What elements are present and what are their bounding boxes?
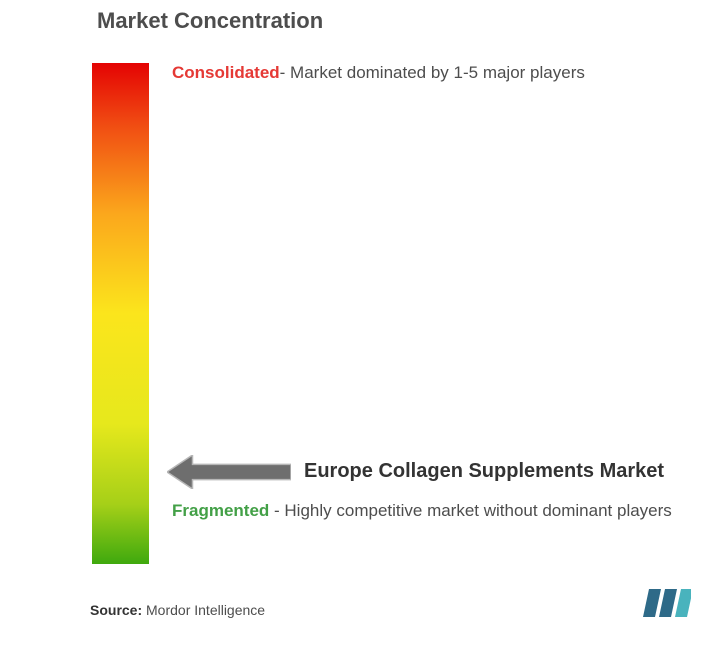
mordor-logo	[643, 589, 691, 622]
fragmented-desc: - Highly competitive market without domi…	[269, 501, 672, 520]
consolidated-label: Consolidated- Market dominated by 1-5 ma…	[172, 60, 672, 86]
concentration-bar	[92, 63, 149, 564]
source-value: Mordor Intelligence	[146, 602, 265, 618]
consolidated-desc: - Market dominated by 1-5 major players	[280, 63, 585, 82]
arrow-left-icon	[167, 455, 291, 489]
market-pointer-arrow	[167, 455, 291, 494]
fragmented-strong: Fragmented	[172, 501, 269, 520]
chart-title: Market Concentration	[97, 8, 323, 34]
consolidated-strong: Consolidated	[172, 63, 280, 82]
market-name-label: Europe Collagen Supplements Market	[304, 460, 664, 483]
source-row: Source: Mordor Intelligence	[90, 602, 265, 618]
source-label: Source:	[90, 602, 142, 618]
logo-icon	[643, 589, 691, 617]
fragmented-label: Fragmented - Highly competitive market w…	[172, 498, 677, 524]
